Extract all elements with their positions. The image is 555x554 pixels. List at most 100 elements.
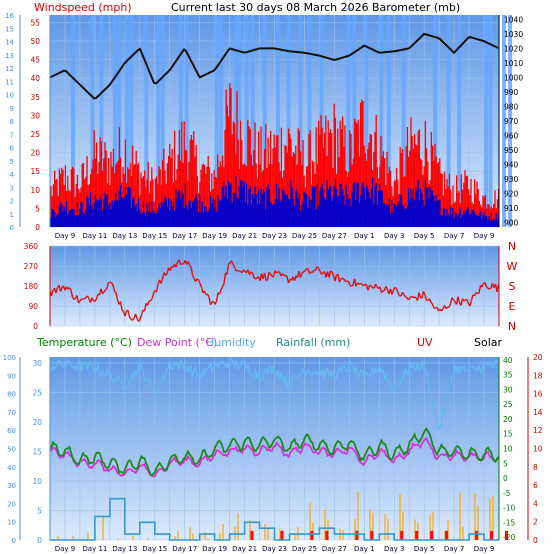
sunshine-tick-label: 3 bbox=[10, 184, 14, 192]
sunshine-tick-label: 2 bbox=[10, 198, 14, 206]
direction-mark bbox=[250, 271, 253, 274]
sunshine-tick-label: 7 bbox=[10, 131, 14, 139]
sunshine-tick-label: 12 bbox=[5, 65, 14, 73]
direction-mark bbox=[251, 272, 255, 278]
compass-label: S bbox=[509, 280, 516, 293]
x-tick-label: Day 5 bbox=[414, 545, 435, 553]
wind-tick-label: 40 bbox=[30, 74, 40, 83]
direction-mark bbox=[370, 285, 374, 289]
humidity-tick-label: 20 bbox=[7, 500, 16, 508]
direction-mark bbox=[214, 301, 218, 305]
sunshine-bar bbox=[112, 15, 117, 227]
barometer-tick-label: 920 bbox=[504, 190, 519, 199]
sunshine-bar bbox=[501, 15, 506, 227]
compass-label: N bbox=[508, 240, 516, 253]
temperature-tick-label: 35 bbox=[503, 371, 513, 380]
uv-tick-label: 2 bbox=[533, 518, 538, 527]
sunshine-bar bbox=[234, 15, 239, 227]
wind-tick-label: 35 bbox=[30, 93, 40, 102]
direction-mark bbox=[281, 273, 285, 276]
direction-mark bbox=[473, 292, 477, 297]
direction-mark bbox=[293, 275, 297, 282]
sunshine-bar bbox=[275, 15, 280, 227]
direction-mark bbox=[253, 276, 257, 280]
direction-mark bbox=[301, 271, 304, 274]
direction-mark bbox=[334, 274, 338, 282]
direction-mark bbox=[180, 263, 183, 266]
direction-mark bbox=[127, 310, 131, 317]
direction-mark bbox=[77, 300, 81, 304]
direction-mark bbox=[208, 296, 212, 305]
direction-mark bbox=[470, 294, 474, 301]
direction-mark bbox=[226, 264, 230, 275]
direction-mark bbox=[70, 290, 74, 298]
direction-mark bbox=[272, 270, 276, 278]
wind-tick-label: 0 bbox=[35, 223, 40, 232]
barometer-tick-label: 1030 bbox=[504, 30, 523, 39]
uv-tick-label: 4 bbox=[533, 499, 538, 508]
x-tick-label: Day 13 bbox=[112, 545, 137, 553]
x-tick-label: Day 15 bbox=[142, 232, 167, 240]
direction-mark bbox=[481, 283, 485, 288]
direction-mark bbox=[463, 299, 466, 302]
direction-mark bbox=[385, 286, 389, 291]
humidity-tick-label: 50 bbox=[7, 446, 16, 454]
barometer-tick-label: 1010 bbox=[504, 59, 523, 68]
uv-tick-label: 8 bbox=[533, 463, 538, 472]
direction-tick-label: 270 bbox=[24, 262, 39, 271]
direction-mark bbox=[79, 298, 83, 302]
legend-uv: UV bbox=[417, 336, 433, 349]
temperature-tick-label: 0 bbox=[503, 474, 508, 483]
sunshine-bar bbox=[507, 15, 512, 227]
direction-mark bbox=[304, 268, 308, 272]
direction-mark bbox=[338, 278, 342, 283]
rain-tick-label: 25 bbox=[32, 388, 42, 397]
barometer-tick-label: 990 bbox=[504, 88, 519, 97]
direction-mark bbox=[155, 283, 159, 293]
humidity-tick-label: 30 bbox=[7, 482, 16, 490]
direction-mark bbox=[121, 309, 125, 313]
axis-layer: Day 9 Day 11 Day 13 Day 15 Day 17 Day 19 Day 2… bbox=[3, 12, 543, 553]
barometer-line bbox=[49, 32, 499, 100]
compass-label: W bbox=[507, 260, 518, 273]
legend-rainfall: Rainfall (mm) bbox=[276, 336, 350, 349]
wind-tick-label: 5 bbox=[35, 204, 40, 213]
direction-mark bbox=[139, 314, 143, 320]
direction-mark bbox=[269, 273, 273, 277]
temperature-tick-label: -15 bbox=[503, 518, 515, 527]
direction-mark bbox=[115, 292, 119, 300]
direction-mark bbox=[165, 273, 168, 276]
direction-mark bbox=[487, 287, 490, 290]
humidity-tick-label: 100 bbox=[3, 354, 16, 362]
sunshine-tick-label: 15 bbox=[5, 25, 14, 33]
direction-mark bbox=[199, 283, 203, 288]
direction-mark bbox=[119, 301, 123, 310]
humidity-tick-label: 90 bbox=[7, 372, 16, 380]
direction-mark bbox=[86, 295, 90, 300]
direction-mark bbox=[342, 277, 345, 280]
sunshine-bar bbox=[401, 15, 406, 227]
sunshine-tick-label: 11 bbox=[5, 78, 14, 86]
direction-mark bbox=[340, 277, 343, 280]
direction-mark bbox=[76, 295, 80, 304]
direction-mark bbox=[277, 271, 280, 273]
uv-tick-label: 18 bbox=[533, 371, 543, 380]
legend-temperature: Temperature (°C) bbox=[36, 336, 132, 349]
sunshine-bar bbox=[99, 15, 104, 227]
direction-mark bbox=[200, 286, 204, 294]
sunshine-bar bbox=[156, 15, 161, 227]
chart-title: Current last 30 days 08 March 2026 bbox=[171, 1, 369, 14]
uv-tick-label: 12 bbox=[533, 426, 543, 435]
direction-mark bbox=[143, 303, 147, 312]
x-tick-label: Day 23 bbox=[262, 232, 287, 240]
direction-mark bbox=[349, 284, 352, 287]
temperature-tick-label: 15 bbox=[503, 430, 513, 439]
x-tick-label: Day 21 bbox=[232, 545, 257, 553]
direction-mark bbox=[114, 290, 117, 294]
direction-mark bbox=[190, 266, 194, 275]
direction-mark bbox=[238, 270, 241, 273]
sunshine-bar bbox=[214, 15, 219, 227]
sunshine-bar bbox=[124, 15, 129, 227]
direction-mark bbox=[307, 268, 311, 274]
